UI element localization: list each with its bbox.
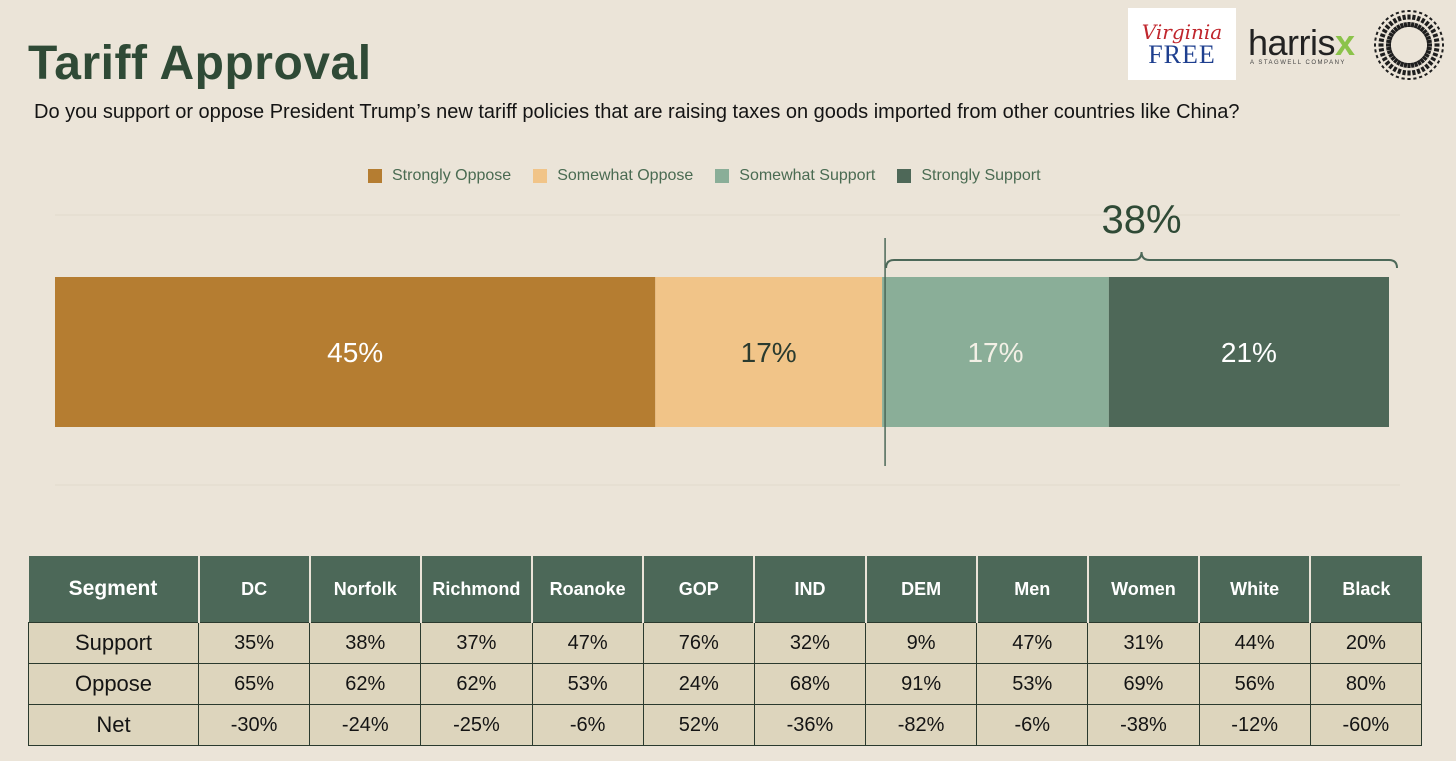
column-header-black: Black [1309,556,1422,623]
column-header-segment: Segment [28,556,200,623]
legend-item-somewhat-oppose: Somewhat Oppose [533,166,693,186]
column-header-richmond: Richmond [419,556,534,623]
legend-item-somewhat-support: Somewhat Support [715,166,875,186]
table-cell: 76% [642,622,755,664]
table-cell: 35% [197,622,311,664]
harrisx-logo-x: x [1335,22,1355,63]
legend-swatch [368,169,382,183]
column-header-dc: DC [197,556,311,623]
table-cell: 20% [1309,622,1423,664]
table-cell: 62% [420,663,533,705]
table-cell: 32% [753,622,867,664]
column-header-roanoke: Roanoke [531,556,645,623]
harrisx-logo: harrisx A STAGWELL COMPANY [1248,22,1358,72]
legend-swatch [715,169,730,183]
legend-label: Strongly Support [921,167,1041,184]
table-cell: -6% [531,704,644,746]
table-cell: 9% [865,622,978,664]
data-label: 17% [967,337,1023,368]
legend-item-strongly-oppose: Strongly Oppose [368,166,511,186]
table-cell: 62% [309,663,422,705]
page-title: Tariff Approval [28,37,372,90]
table-cell: 47% [531,622,644,664]
chart-legend: Strongly Oppose Somewhat Oppose Somewhat S… [368,166,1063,186]
table-cell: 38% [309,622,422,664]
column-header-dem: DEM [864,556,978,623]
column-header-white: White [1198,556,1312,623]
row-label: Support [28,622,199,664]
table-cell: -60% [1309,704,1423,746]
legend-item-strongly-support: Strongly Support [897,166,1041,186]
table-cell: 31% [1087,622,1200,664]
legend-swatch [533,169,548,183]
row-label: Oppose [28,663,199,705]
column-header-ind: IND [753,556,867,623]
table-cell: 24% [642,663,755,705]
legend-label: Somewhat Support [739,167,876,184]
data-label: 45% [327,337,383,368]
table-cell: -30% [197,704,311,746]
bar-segment-strongly-oppose [55,277,656,427]
table-header-row: Segment DC Norfolk Richmond Roanoke GOP IND DEM… [28,556,1422,623]
row-label: Net [28,704,199,746]
legend-label: Somewhat Oppose [557,167,694,184]
bar-segment-strongly-support [1108,277,1389,427]
table-cell: 47% [976,622,1089,664]
table-row-oppose: Oppose 65% 62% 62% 53% 24% 68% 91% 53% 69% 56% 80% [28,663,1423,705]
table-cell: -36% [753,704,867,746]
sunburst-logo-icon [1374,10,1444,80]
harrisx-tagline: A STAGWELL COMPANY [1250,60,1346,66]
table-cell: -25% [420,704,533,746]
table-row-net: Net -30% -24% -25% -6% 52% -36% -82% -6% -38% -12%… [28,704,1423,746]
table-cell: 65% [197,663,311,705]
table-cell: -12% [1198,704,1311,746]
table-cell: 37% [420,622,533,664]
data-label: 21% [1221,337,1277,368]
table-cell: 44% [1198,622,1311,664]
legend-swatch [897,169,912,183]
legend-label: Strongly Oppose [392,167,512,184]
table-row-support: Support 35% 38% 37% 47% 76% 32% 9% 47% 31% 44% 20% [28,622,1423,664]
table-cell: 68% [753,663,867,705]
table-cell: 52% [642,704,755,746]
table-cell: -38% [1087,704,1200,746]
table-cell: -6% [976,704,1089,746]
virginia-free-logo: Virginia FREE [1128,8,1236,80]
stacked-bar-chart: 45% 17% 17% 21% 38% [55,198,1400,486]
virginia-free-logo-word: FREE [1148,40,1216,69]
column-header-norfolk: Norfolk [308,556,422,623]
survey-question: Do you support or oppose President Trump… [34,101,1240,123]
total-support-label: 38% [1102,198,1182,242]
bar-segment-somewhat-oppose [655,277,883,427]
virginia-free-logo-script: Virginia [1141,20,1223,44]
column-header-men: Men [975,556,1089,623]
bar-segment-somewhat-support [882,277,1109,427]
table-cell: 91% [865,663,978,705]
harrisx-logo-word: harris [1248,22,1336,63]
table-cell: 53% [531,663,644,705]
table-cell: 80% [1309,663,1423,705]
column-header-gop: GOP [642,556,756,623]
table-cell: 53% [976,663,1089,705]
table-cell: -82% [865,704,978,746]
data-label: 17% [741,337,797,368]
table-cell: 56% [1198,663,1311,705]
support-bracket [885,251,1398,269]
segment-table: Segment DC Norfolk Richmond Roanoke GOP IND DEM… [28,556,1423,746]
table-cell: -24% [309,704,422,746]
column-header-women: Women [1086,556,1201,623]
table-cell: 69% [1087,663,1200,705]
